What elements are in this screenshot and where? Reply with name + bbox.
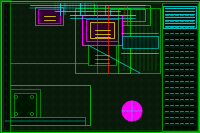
Bar — [86, 19, 118, 41]
Bar — [82, 15, 122, 45]
Bar — [0, 0, 10, 133]
Circle shape — [130, 109, 134, 113]
Bar — [90, 22, 114, 38]
Bar — [5, 117, 85, 125]
Bar — [88, 45, 116, 65]
Bar — [14, 93, 36, 117]
Bar — [162, 3, 198, 131]
Bar — [118, 8, 160, 73]
Bar — [2, 3, 94, 63]
Bar — [5, 85, 90, 125]
Bar — [10, 89, 40, 121]
Bar — [105, 5, 150, 25]
Bar — [122, 36, 158, 48]
Bar — [110, 9, 145, 21]
Bar — [163, 6, 196, 28]
Bar — [75, 8, 130, 73]
Circle shape — [122, 101, 142, 121]
Bar — [38, 9, 60, 23]
Bar — [35, 7, 63, 25]
